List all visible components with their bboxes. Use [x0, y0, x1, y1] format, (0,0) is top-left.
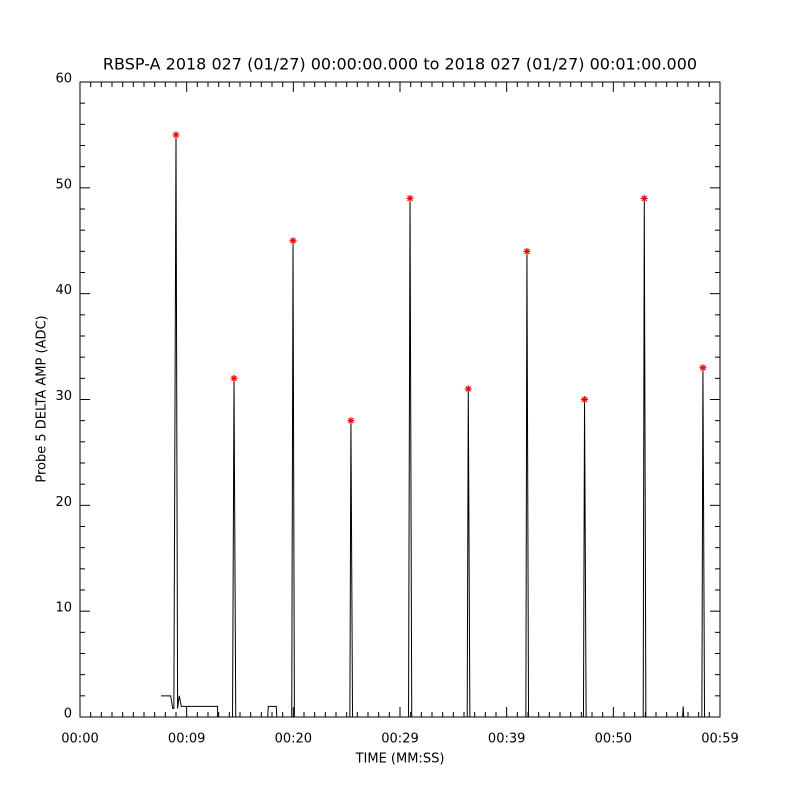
x-tick-label: 00:50: [595, 732, 632, 747]
x-tick-label: 00:39: [488, 732, 525, 747]
x-tick-label: 00:09: [168, 732, 205, 747]
peak-marker: [464, 385, 472, 393]
peak-marker: [523, 247, 531, 255]
x-axis-label: TIME (MM:SS): [355, 752, 445, 767]
y-axis-label: Probe 5 DELTA AMP (ADC): [35, 315, 50, 482]
chart-title: RBSP-A 2018 027 (01/27) 00:00:00.000 to …: [103, 55, 697, 74]
y-tick-label: 0: [64, 707, 72, 722]
peak-marker: [172, 131, 180, 139]
y-tick-label: 40: [55, 283, 72, 298]
peak-marker: [581, 396, 589, 403]
peak-marker: [347, 417, 355, 425]
peak-marker: [640, 194, 648, 202]
peak-marker: [289, 237, 297, 245]
y-tick-label: 30: [55, 389, 72, 404]
x-tick-label: 00:59: [701, 732, 738, 747]
x-tick-label: 00:20: [275, 732, 312, 747]
y-tick-label: 50: [55, 177, 72, 192]
peak-marker: [230, 374, 238, 382]
x-tick-label: 00:00: [61, 732, 98, 747]
y-tick-label: 10: [55, 601, 72, 616]
y-tick-label: 20: [55, 495, 72, 510]
peak-marker: [406, 194, 414, 202]
x-tick-label: 00:29: [381, 732, 418, 747]
y-tick-label: 60: [55, 72, 72, 87]
peak-marker: [699, 364, 707, 372]
